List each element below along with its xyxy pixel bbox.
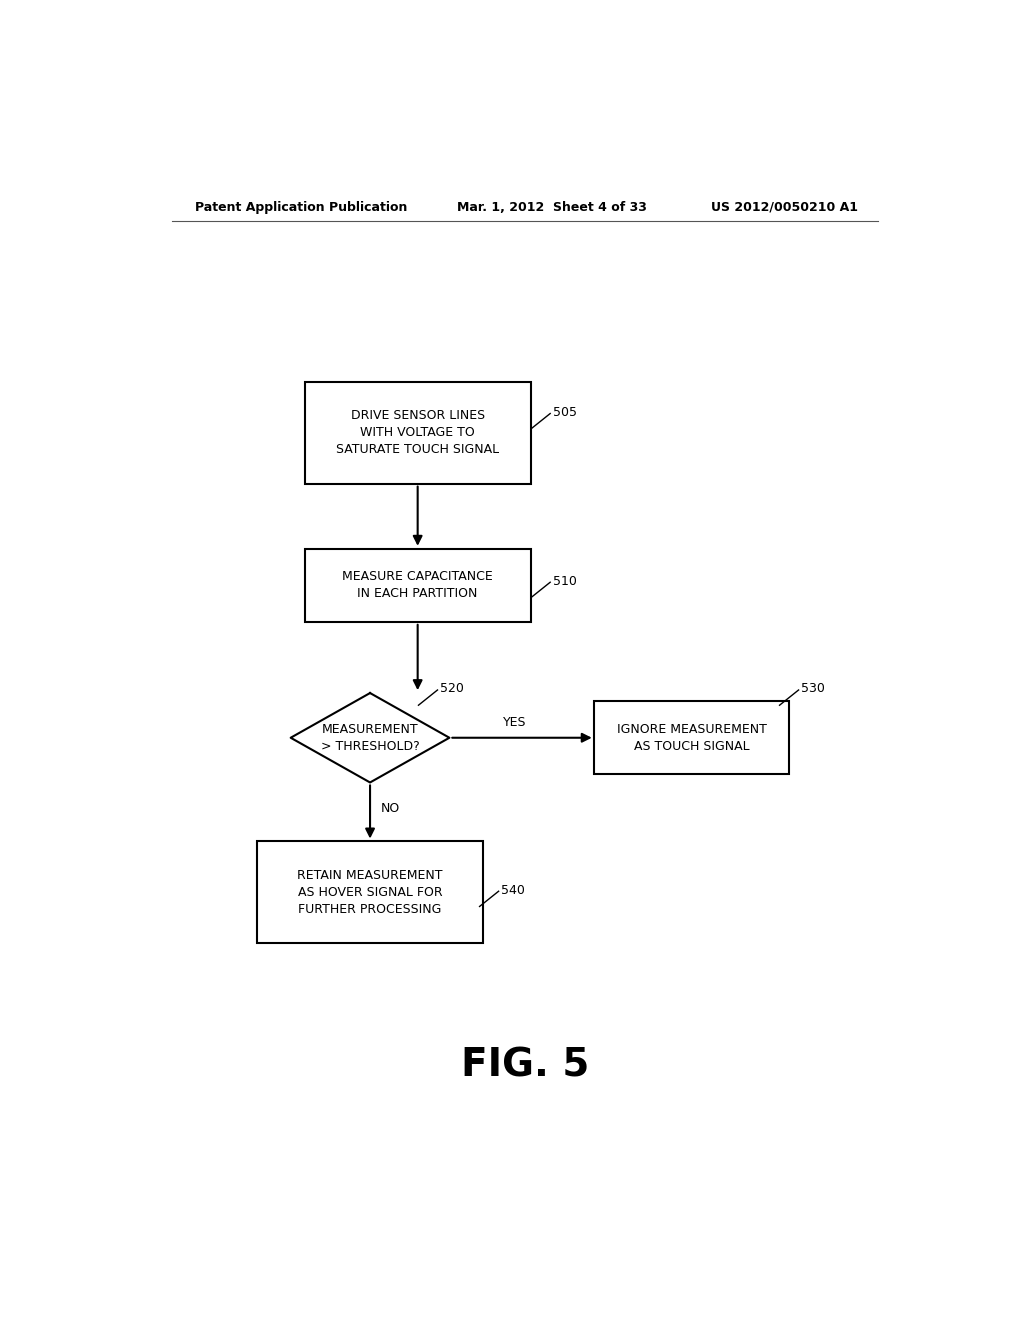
Bar [257,841,483,942]
Polygon shape [291,693,450,783]
Text: Mar. 1, 2012  Sheet 4 of 33: Mar. 1, 2012 Sheet 4 of 33 [458,201,647,214]
Text: 510: 510 [553,574,577,587]
Text: US 2012/0050210 A1: US 2012/0050210 A1 [712,201,858,214]
Text: DRIVE SENSOR LINES
WITH VOLTAGE TO
SATURATE TOUCH SIGNAL: DRIVE SENSOR LINES WITH VOLTAGE TO SATUR… [336,409,500,457]
Bar [594,701,788,775]
Text: NO: NO [380,803,399,816]
Text: MEASURE CAPACITANCE
IN EACH PARTITION: MEASURE CAPACITANCE IN EACH PARTITION [342,570,493,601]
Text: 530: 530 [801,682,825,696]
Text: IGNORE MEASUREMENT
AS TOUCH SIGNAL: IGNORE MEASUREMENT AS TOUCH SIGNAL [616,723,766,752]
Text: MEASUREMENT
> THRESHOLD?: MEASUREMENT > THRESHOLD? [321,723,420,752]
Text: 540: 540 [501,883,525,896]
Text: FIG. 5: FIG. 5 [461,1045,589,1084]
Text: Patent Application Publication: Patent Application Publication [196,201,408,214]
Text: RETAIN MEASUREMENT
AS HOVER SIGNAL FOR
FURTHER PROCESSING: RETAIN MEASUREMENT AS HOVER SIGNAL FOR F… [297,869,442,916]
Bar [304,549,530,622]
Text: 520: 520 [440,682,464,696]
Text: 505: 505 [553,407,577,418]
Bar [304,381,530,483]
Text: YES: YES [503,715,526,729]
